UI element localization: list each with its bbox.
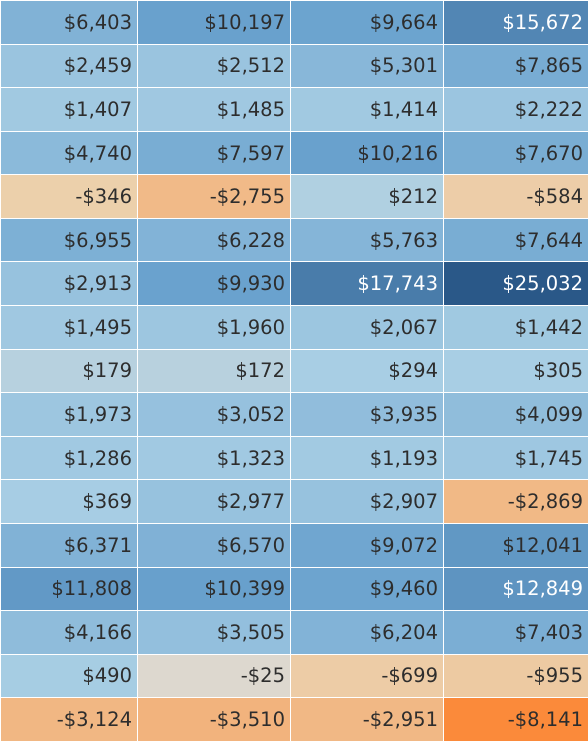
heatmap-cell: $3,052 bbox=[137, 392, 291, 437]
heatmap-cell: $11,808 bbox=[0, 566, 138, 612]
heatmap-cell: $9,664 bbox=[290, 0, 444, 45]
heatmap-cell: $4,166 bbox=[0, 610, 138, 655]
heatmap-row: $1,407 $1,485 $1,414 $2,222 bbox=[0, 87, 588, 132]
heatmap-cell: $490 bbox=[0, 653, 138, 699]
heatmap-cell: -$584 bbox=[443, 174, 588, 219]
heatmap-cell: -$8,141 bbox=[443, 697, 588, 742]
heatmap-cell: $9,072 bbox=[290, 522, 444, 568]
heatmap-cell: $1,286 bbox=[0, 435, 138, 481]
heatmap-cell: -$2,755 bbox=[137, 174, 291, 219]
heatmap-cell: $5,301 bbox=[290, 43, 444, 89]
heatmap-cell: $179 bbox=[0, 348, 138, 394]
heatmap-row: $2,459 $2,512 $5,301 $7,865 bbox=[0, 43, 588, 89]
heatmap-cell: $4,740 bbox=[0, 130, 138, 176]
heatmap-cell: $2,977 bbox=[137, 479, 291, 524]
heatmap-cell: -$3,510 bbox=[137, 697, 291, 742]
heatmap-cell: $1,323 bbox=[137, 435, 291, 481]
heatmap-cell: $294 bbox=[290, 348, 444, 394]
heatmap-cell: $1,407 bbox=[0, 87, 138, 132]
heatmap-cell: $10,197 bbox=[137, 0, 291, 45]
heatmap-cell: $3,505 bbox=[137, 610, 291, 655]
heatmap-row: $4,740 $7,597 $10,216 $7,670 bbox=[0, 130, 588, 176]
heatmap-cell: $6,228 bbox=[137, 217, 291, 263]
heatmap-cell: $305 bbox=[443, 348, 588, 394]
heatmap-cell: $9,460 bbox=[290, 566, 444, 612]
heatmap-cell: $2,512 bbox=[137, 43, 291, 89]
heatmap-cell: $1,193 bbox=[290, 435, 444, 481]
heatmap-cell: $17,743 bbox=[290, 261, 444, 307]
heatmap-row: $179 $172 $294 $305 bbox=[0, 348, 588, 394]
heatmap-cell: $7,670 bbox=[443, 130, 588, 176]
heatmap-cell: $172 bbox=[137, 348, 291, 394]
heatmap-cell: $369 bbox=[0, 479, 138, 524]
heatmap-cell: $10,399 bbox=[137, 566, 291, 612]
heatmap-cell: $212 bbox=[290, 174, 444, 219]
heatmap-cell: $15,672 bbox=[443, 0, 588, 45]
heatmap-cell: $9,930 bbox=[137, 261, 291, 307]
heatmap-row: $6,955 $6,228 $5,763 $7,644 bbox=[0, 217, 588, 263]
heatmap-row: $1,495 $1,960 $2,067 $1,442 bbox=[0, 305, 588, 350]
heatmap-cell: $4,099 bbox=[443, 392, 588, 437]
heatmap-cell: $7,403 bbox=[443, 610, 588, 655]
heatmap-cell: $10,216 bbox=[290, 130, 444, 176]
heatmap-cell: $1,973 bbox=[0, 392, 138, 437]
heatmap-cell: $2,067 bbox=[290, 305, 444, 350]
heatmap-cell: $3,935 bbox=[290, 392, 444, 437]
heatmap-cell: $12,041 bbox=[443, 522, 588, 568]
heatmap-cell: $6,403 bbox=[0, 0, 138, 45]
heatmap-row: $6,371 $6,570 $9,072 $12,041 bbox=[0, 522, 588, 568]
heatmap-cell: $12,849 bbox=[443, 566, 588, 612]
heatmap-cell: $6,570 bbox=[137, 522, 291, 568]
heatmap-row: $4,166 $3,505 $6,204 $7,403 bbox=[0, 610, 588, 655]
heatmap-cell: -$25 bbox=[137, 653, 291, 699]
heatmap-row: $2,913 $9,930 $17,743 $25,032 bbox=[0, 261, 588, 307]
heatmap-cell: $2,222 bbox=[443, 87, 588, 132]
heatmap-row: $6,403 $10,197 $9,664 $15,672 bbox=[0, 0, 588, 45]
heatmap-cell: $25,032 bbox=[443, 261, 588, 307]
heatmap-cell: -$699 bbox=[290, 653, 444, 699]
heatmap-row: $1,973 $3,052 $3,935 $4,099 bbox=[0, 392, 588, 437]
heatmap-cell: -$2,869 bbox=[443, 479, 588, 524]
heatmap-cell: $7,644 bbox=[443, 217, 588, 263]
heatmap-cell: $5,763 bbox=[290, 217, 444, 263]
heatmap-cell: $2,913 bbox=[0, 261, 138, 307]
heatmap-cell: -$346 bbox=[0, 174, 138, 219]
heatmap-row: -$346 -$2,755 $212 -$584 bbox=[0, 174, 588, 219]
heatmap-row: $490 -$25 -$699 -$955 bbox=[0, 653, 588, 699]
heatmap-cell: $1,414 bbox=[290, 87, 444, 132]
heatmap-cell: $6,204 bbox=[290, 610, 444, 655]
heatmap-cell: $7,597 bbox=[137, 130, 291, 176]
heatmap-cell: $2,459 bbox=[0, 43, 138, 89]
heatmap-cell: $1,495 bbox=[0, 305, 138, 350]
heatmap-row: -$3,124 -$3,510 -$2,951 -$8,141 bbox=[0, 697, 588, 742]
heatmap-cell: $1,745 bbox=[443, 435, 588, 481]
heatmap-row: $369 $2,977 $2,907 -$2,869 bbox=[0, 479, 588, 524]
heatmap-cell: $6,371 bbox=[0, 522, 138, 568]
heatmap-cell: $2,907 bbox=[290, 479, 444, 524]
heatmap-cell: $1,485 bbox=[137, 87, 291, 132]
heatmap-cell: -$955 bbox=[443, 653, 588, 699]
heatmap-cell: $6,955 bbox=[0, 217, 138, 263]
heatmap-cell: $7,865 bbox=[443, 43, 588, 89]
heatmap-row: $1,286 $1,323 $1,193 $1,745 bbox=[0, 435, 588, 481]
heatmap-row: $11,808 $10,399 $9,460 $12,849 bbox=[0, 566, 588, 612]
heatmap-cell: $1,960 bbox=[137, 305, 291, 350]
heatmap-cell: -$3,124 bbox=[0, 697, 138, 742]
heatmap-cell: -$2,951 bbox=[290, 697, 444, 742]
heatmap-cell: $1,442 bbox=[443, 305, 588, 350]
